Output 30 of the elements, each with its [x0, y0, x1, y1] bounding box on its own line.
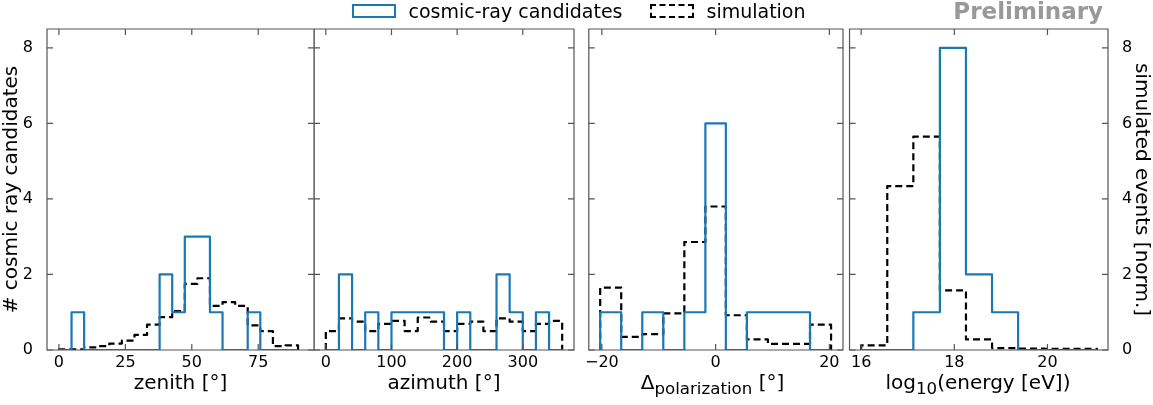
x-axis-title: log$_{10}$(energy [eV]) [884, 370, 1072, 398]
x-tick-label: 20 [819, 351, 840, 371]
x-tick-label: 18 [944, 351, 965, 371]
text: Preliminary [953, 0, 1103, 24]
x-axis-title: azimuth [°] [386, 370, 502, 394]
y-tick-label: 8 [22, 37, 33, 57]
x-tick-label: −20 [585, 351, 619, 371]
x-tick-label: 0 [320, 351, 331, 371]
x-tick-label: 16 [851, 351, 872, 371]
x-axis-title: zenith [°] [132, 370, 229, 394]
y-tick-label: 4 [22, 188, 33, 208]
x-tick-label: 0 [53, 351, 65, 371]
y2-tick-label: 2 [1122, 263, 1133, 283]
x-tick-label: 50 [181, 351, 202, 371]
x-tick-label: 25 [115, 351, 136, 371]
legend-label: cosmic-ray candidates [408, 0, 623, 22]
y2-tick-label: 8 [1122, 37, 1133, 57]
y2-tick-label: 6 [1122, 112, 1133, 132]
x-tick-label: 20 [1037, 351, 1058, 371]
x-tick-label: 300 [507, 351, 539, 371]
x-tick-label: 100 [376, 351, 407, 371]
x-tick-label: 75 [248, 351, 269, 371]
y-tick-label: 6 [22, 112, 33, 132]
y-axis-title: # cosmic ray candidates [0, 65, 23, 314]
legend-label: simulation [706, 0, 806, 22]
x-tick-label: 200 [441, 351, 473, 371]
y-tick-label: 2 [22, 263, 33, 283]
x-tick-label: 0 [710, 351, 721, 371]
y2-tick-label: 4 [1122, 188, 1133, 208]
x-axis-title: Δ$_{polarization}$ [°] [639, 370, 786, 398]
